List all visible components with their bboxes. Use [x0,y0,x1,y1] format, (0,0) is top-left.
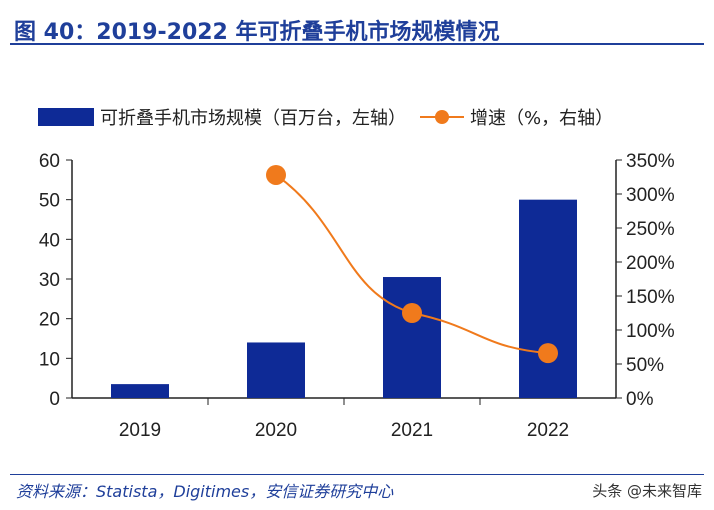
right-tick-label: 250% [626,219,675,240]
right-tick-label: 350% [626,151,675,172]
legend-bar-swatch [38,108,94,126]
bar-2022 [519,199,577,398]
left-tick-label: 40 [39,230,60,251]
left-tick-label: 50 [39,191,60,212]
x-tick-label: 2022 [527,420,569,441]
bar-2021 [383,277,441,398]
legend-bar-label: 可折叠手机市场规模（百万台，左轴） [100,108,406,129]
source-divider [10,474,704,475]
growth-point-2022 [538,343,558,364]
legend-line-swatch [420,108,464,126]
watermark: 头条 @未来智库 [592,482,702,500]
x-tick-label: 2020 [255,420,297,441]
bar-2020 [247,342,305,398]
right-tick-label: 300% [626,185,675,206]
right-tick-label: 200% [626,253,675,274]
growth-point-2021 [402,303,422,323]
right-tick-label: 0% [626,389,654,410]
right-tick-label: 150% [626,287,675,308]
left-tick-label: 30 [39,270,60,291]
source-note: 资料来源：Statista，Digitimes，安信证券研究中心 [16,482,394,501]
legend: 可折叠手机市场规模（百万台，左轴） 增速（%，右轴） [38,104,613,130]
x-tick-label: 2019 [119,420,161,441]
left-tick-label: 10 [39,349,60,370]
left-tick-label: 60 [39,151,60,172]
left-tick-label: 20 [39,310,60,331]
right-tick-label: 50% [626,355,664,376]
x-tick-label: 2021 [391,420,433,441]
right-tick-label: 100% [626,321,675,342]
title-divider [10,43,704,45]
growth-point-2020 [266,164,286,185]
legend-line-label: 增速（%，右轴） [470,108,614,129]
chart-title: 图 40：2019-2022 年可折叠手机市场规模情况 [14,20,500,45]
chart-plot: 0 10 20 30 40 50 60 0% 50% 100% 150% 200% 250% 300% 35… [39,151,675,441]
left-tick-label: 0 [49,389,60,410]
bar-2019 [111,384,169,398]
